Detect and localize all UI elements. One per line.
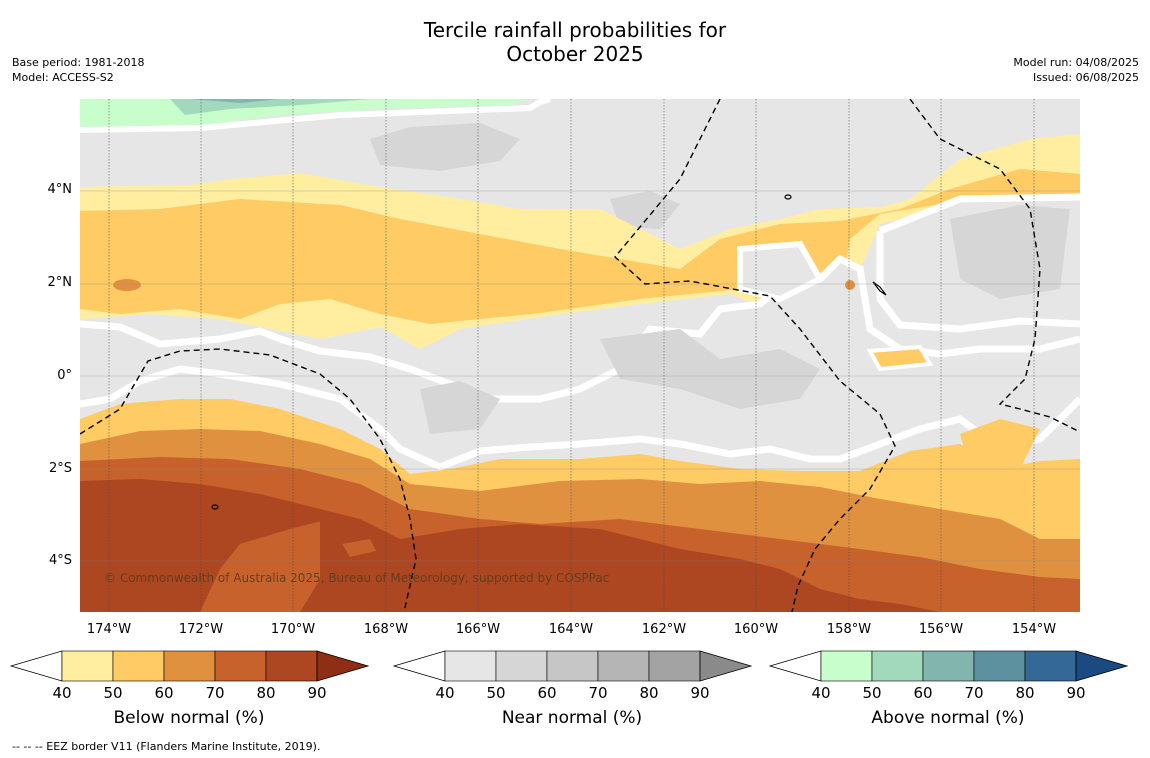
colorbar-swatch: [61, 650, 114, 682]
map-title: Tercile rainfall probabilities for Octob…: [0, 18, 1150, 66]
colorbar-swatch: [444, 650, 497, 682]
above-normal-region-50: [170, 99, 370, 115]
colorbar-swatch: [495, 650, 548, 682]
colorbar-under-arrow: [769, 650, 822, 682]
eez-border: [80, 99, 1080, 612]
below-normal-region-80: [80, 479, 330, 612]
colorbar-swatch: [648, 650, 701, 682]
colorbar-above-normal: [769, 650, 1129, 682]
title-line-2: October 2025: [506, 42, 644, 66]
near-normal-region-50: [370, 123, 520, 171]
colorbar-tick: 90: [690, 684, 710, 702]
colorbar-tick: 70: [588, 684, 608, 702]
colorbar-tick: 50: [103, 684, 123, 702]
colorbar-title-near: Near normal (%): [501, 708, 643, 728]
colorbar-title-above: Above normal (%): [871, 708, 1025, 728]
lon-label-162w: 162°W: [641, 622, 687, 637]
colorbar-swatch: [163, 650, 216, 682]
copyright-text: © Commonwealth of Australia 2025, Bureau…: [104, 571, 610, 585]
colorbar-over-arrow: [1075, 650, 1129, 682]
lat-label-2s: 2°S: [48, 461, 72, 476]
colorbar-tick: 40: [52, 684, 72, 702]
colorbar-tick: 60: [537, 684, 557, 702]
colorbar-tick: 90: [307, 684, 327, 702]
lon-label-174w: 174°W: [86, 622, 132, 637]
lat-label-4n: 4°N: [47, 182, 73, 197]
rainfall-probability-map: [80, 99, 1080, 612]
colorbar-swatch: [214, 650, 267, 682]
meta-left: Base period: 1981-2018 Model: ACCESS-S2: [12, 55, 144, 85]
lat-label-2n: 2°N: [47, 275, 73, 290]
lat-label-4s: 4°S: [48, 553, 72, 568]
above-normal-region-60: [190, 99, 280, 103]
colorbar-tick: 80: [256, 684, 276, 702]
colorbar-tick: 90: [1066, 684, 1086, 702]
colorbar-title-below: Below normal (%): [113, 708, 265, 728]
colorbar-tick: 80: [639, 684, 659, 702]
lon-label-168w: 168°W: [363, 622, 409, 637]
meta-right: Model run: 04/08/2025 Issued: 06/08/2025: [1013, 55, 1139, 85]
lon-label-154w: 154°W: [1011, 622, 1057, 637]
lon-label-158w: 158°W: [826, 622, 872, 637]
colorbar-over-arrow: [699, 650, 753, 682]
title-line-1: Tercile rainfall probabilities for: [423, 18, 727, 42]
near-normal-region-central: [80, 259, 1080, 467]
colorbar-tick: 40: [811, 684, 831, 702]
model-text: Model: ACCESS-S2: [12, 71, 114, 84]
colorbar-tick: 70: [964, 684, 984, 702]
colorbar-tick: 70: [205, 684, 225, 702]
colorbar-swatch: [871, 650, 924, 682]
lon-label-170w: 170°W: [270, 622, 316, 637]
colorbar-tick: 80: [1015, 684, 1035, 702]
lon-label-164w: 164°W: [548, 622, 594, 637]
colorbar-tick: 60: [154, 684, 174, 702]
colorbar-near-normal: [393, 650, 753, 682]
colorbar-swatch: [265, 650, 318, 682]
lon-label-156w: 156°W: [918, 622, 964, 637]
lat-label-0: 0°: [57, 368, 72, 383]
colorbar-tick: 60: [913, 684, 933, 702]
colorbar-over-arrow: [316, 650, 370, 682]
colorbar-swatch: [973, 650, 1026, 682]
lon-label-172w: 172°W: [178, 622, 224, 637]
eez-footnote: -- -- -- EEZ border V11 (Flanders Marine…: [12, 740, 321, 753]
colorbar-tick: 40: [435, 684, 455, 702]
lon-label-166w: 166°W: [455, 622, 501, 637]
colorbar-swatch: [820, 650, 873, 682]
lon-label-160w: 160°W: [733, 622, 779, 637]
colorbar-swatch: [1024, 650, 1077, 682]
colorbar-under-arrow: [393, 650, 446, 682]
issued-text: Issued: 06/08/2025: [1032, 71, 1139, 84]
colorbar-swatch: [546, 650, 599, 682]
colorbar-below-normal: [10, 650, 370, 682]
colorbar-tick: 50: [862, 684, 882, 702]
colorbar-under-arrow: [10, 650, 63, 682]
colorbar-swatch: [597, 650, 650, 682]
model-run-text: Model run: 04/08/2025: [1013, 56, 1139, 69]
colorbar-swatch: [922, 650, 975, 682]
base-period-text: Base period: 1981-2018: [12, 56, 145, 69]
colorbar-tick: 50: [486, 684, 506, 702]
colorbar-swatch: [112, 650, 165, 682]
